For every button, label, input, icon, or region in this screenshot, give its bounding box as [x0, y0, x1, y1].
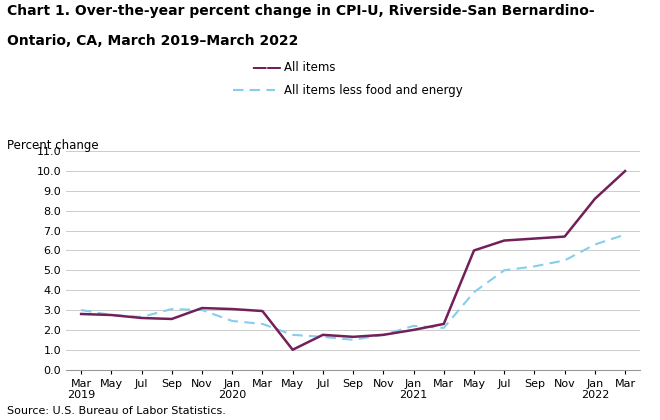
- Text: All items: All items: [284, 61, 335, 74]
- All items less food and energy: [470, 290, 478, 295]
- All items: [77, 312, 85, 317]
- Line: All items: All items: [81, 171, 625, 350]
- Text: Source: U.S. Bureau of Labor Statistics.: Source: U.S. Bureau of Labor Statistics.: [7, 406, 226, 416]
- Line: All items less food and energy: All items less food and energy: [81, 235, 625, 340]
- Text: All items less food and energy: All items less food and energy: [284, 84, 463, 97]
- All items: [168, 316, 176, 321]
- All items less food and energy: [259, 321, 267, 326]
- All items: [621, 168, 629, 173]
- All items less food and energy: [319, 334, 327, 339]
- All items: [108, 312, 115, 318]
- All items less food and energy: [349, 337, 357, 342]
- All items less food and energy: [228, 318, 236, 323]
- All items less food and energy: [440, 326, 447, 331]
- All items: [561, 234, 569, 239]
- All items less food and energy: [168, 307, 176, 312]
- Text: Percent change: Percent change: [7, 139, 98, 152]
- All items: [470, 248, 478, 253]
- All items less food and energy: [561, 258, 569, 263]
- All items: [591, 196, 599, 201]
- All items less food and energy: [591, 242, 599, 247]
- Text: Ontario, CA, March 2019–March 2022: Ontario, CA, March 2019–March 2022: [7, 34, 298, 47]
- Text: Chart 1. Over-the-year percent change in CPI-U, Riverside-San Bernardino-: Chart 1. Over-the-year percent change in…: [7, 4, 594, 18]
- All items: [349, 334, 357, 339]
- All items less food and energy: [288, 332, 296, 337]
- All items: [440, 321, 447, 326]
- All items: [259, 309, 267, 314]
- All items: [288, 347, 296, 352]
- Text: ——: ——: [251, 60, 282, 75]
- All items: [531, 236, 539, 241]
- All items: [319, 332, 327, 337]
- All items: [228, 307, 236, 312]
- All items less food and energy: [621, 232, 629, 237]
- All items less food and energy: [379, 332, 387, 337]
- All items less food and energy: [77, 307, 85, 312]
- All items: [500, 238, 508, 243]
- All items: [410, 327, 418, 332]
- All items less food and energy: [198, 307, 206, 312]
- All items: [379, 332, 387, 337]
- All items less food and energy: [500, 268, 508, 273]
- All items less food and energy: [531, 264, 539, 269]
- All items less food and energy: [137, 315, 145, 320]
- All items less food and energy: [108, 312, 115, 318]
- All items less food and energy: [410, 323, 418, 328]
- All items: [137, 315, 145, 320]
- All items: [198, 305, 206, 310]
